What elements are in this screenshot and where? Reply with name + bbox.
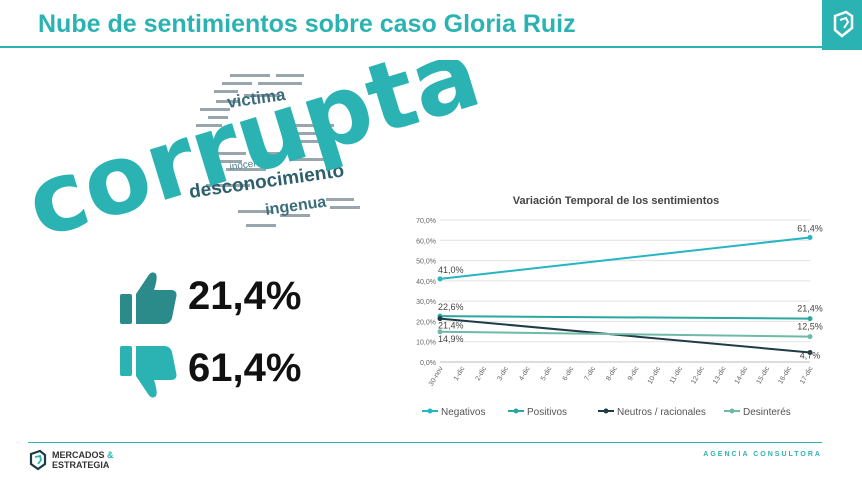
x-tick-label: 12-dic [690, 365, 706, 385]
legend-marker [513, 408, 519, 414]
x-tick-label: 10-dic [647, 365, 663, 385]
x-tick-label: 2-dic [475, 365, 489, 382]
legend-label: Positivos [527, 407, 567, 418]
x-tick-label: 30-nov [428, 365, 445, 387]
brand-logo-icon [29, 449, 47, 471]
footer-divider [28, 442, 822, 443]
data-label: 22,6% [438, 302, 464, 312]
thumbs-down-icon [120, 346, 177, 398]
data-point [807, 316, 813, 322]
x-tick-label: 11-dic [669, 365, 685, 385]
corner-logo [822, 0, 862, 50]
x-tick-label: 1-dic [453, 365, 467, 382]
data-point [437, 276, 443, 282]
positive-stat-value: 21,4% [188, 274, 302, 318]
negative-stat-value: 61,4% [188, 346, 302, 390]
x-tick-label: 7-dic [583, 365, 597, 382]
x-tick-label: 17-dic [799, 365, 815, 385]
brand-line2: ESTRATEGIA [52, 460, 110, 470]
tagline: AGENCIA CONSULTORA [703, 451, 822, 458]
data-point [437, 316, 443, 322]
y-tick-label: 70,0% [416, 218, 436, 225]
sentiment-line-chart: Variación Temporal de los sentimientos 0… [416, 195, 823, 418]
data-point [437, 329, 443, 335]
series-line [439, 317, 811, 354]
y-tick-label: 0,0% [420, 360, 436, 367]
series-line [439, 315, 811, 320]
data-label: 4,7% [800, 350, 821, 360]
page-title: Nube de sentimientos sobre caso Gloria R… [38, 10, 576, 38]
data-point [807, 234, 813, 240]
legend-marker [729, 408, 735, 414]
x-tick-label: 4-dic [518, 365, 532, 382]
data-label: 14,9% [438, 334, 464, 344]
word-inocente: inocente [229, 157, 268, 173]
x-tick-label: 3-dic [496, 365, 510, 382]
legend-label: Desinterés [743, 407, 791, 418]
x-tick-label: 13-dic [712, 365, 728, 385]
legend-label: Negativos [441, 407, 485, 418]
data-label: 12,5% [797, 322, 823, 332]
data-label: 21,4% [438, 321, 464, 331]
chart-title: Variación Temporal de los sentimientos [513, 195, 719, 207]
data-point [807, 334, 813, 340]
data-label: 21,4% [797, 304, 823, 314]
data-label: 61,4% [797, 223, 823, 233]
data-point [807, 349, 813, 355]
series-line [439, 236, 811, 280]
x-tick-label: 8-dic [605, 365, 619, 382]
x-tick-label: 9-dic [627, 365, 641, 382]
y-tick-label: 10,0% [416, 340, 436, 347]
x-tick-label: 5-dic [540, 365, 554, 382]
series-line [439, 330, 811, 338]
legend-label: Neutros / racionales [617, 407, 706, 418]
brand-line1: MERCADOS [52, 450, 105, 460]
y-tick-label: 50,0% [416, 259, 436, 266]
x-tick-label: 6-dic [562, 365, 576, 382]
x-tick-label: 14-dic [734, 365, 750, 385]
x-tick-label: 15-dic [756, 365, 772, 385]
title-divider [0, 46, 822, 48]
word-cloud: victima inocente desconocimiento ingenua… [30, 60, 492, 250]
y-tick-label: 40,0% [416, 279, 436, 286]
x-tick-label: 16-dic [777, 365, 793, 385]
y-tick-label: 30,0% [416, 299, 436, 306]
brand-mark-icon [833, 10, 854, 38]
brand-ampersand: & [107, 450, 114, 460]
brand-name: MERCADOS & ESTRATEGIA [52, 450, 114, 470]
word-cloud-noise [196, 74, 360, 227]
y-tick-label: 60,0% [416, 238, 436, 245]
thumbs-up-icon [120, 272, 177, 324]
y-tick-label: 20,0% [416, 319, 436, 326]
legend-marker [603, 408, 609, 414]
data-label: 41,0% [438, 265, 464, 275]
legend-marker [427, 408, 433, 414]
